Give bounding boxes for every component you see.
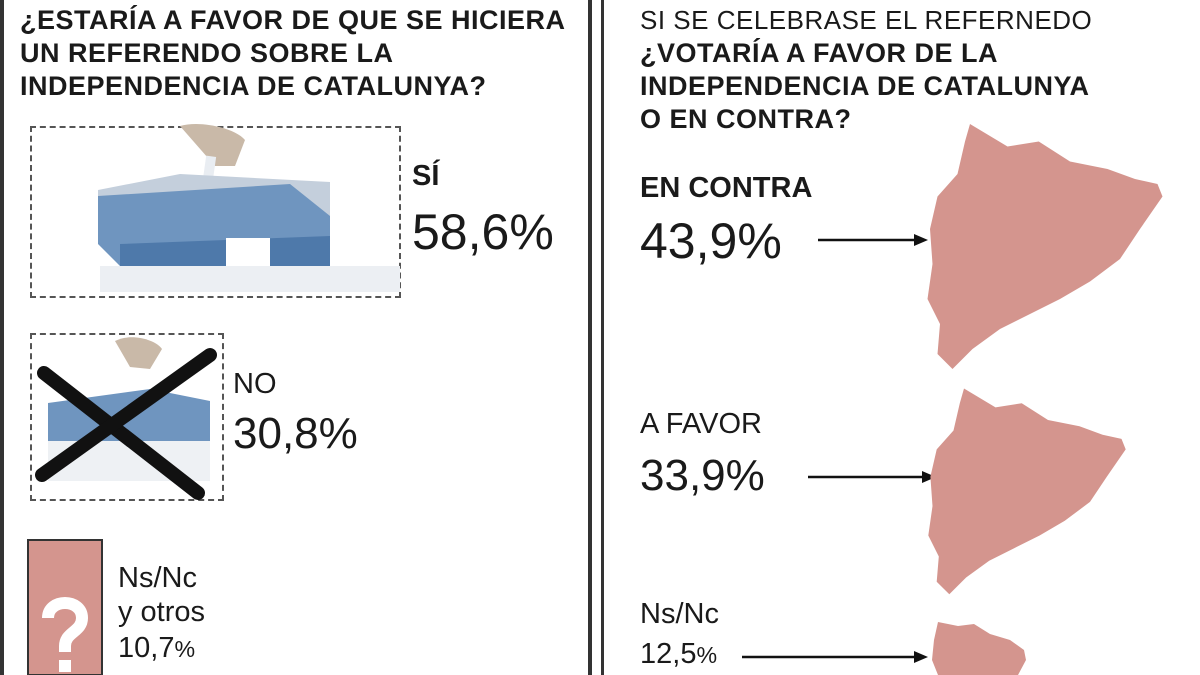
left-question-line-1: ¿ESTARÍA A FAVOR DE QUE SE HICIERA: [20, 5, 566, 35]
right-question-line-2: INDEPENDENCIA DE CATALUNYA: [640, 71, 1090, 101]
crossed-ballot-box-icon: [35, 337, 217, 500]
nsnc-left-value-unit: %: [174, 636, 196, 662]
right-subtitle: SI SE CELEBRASE EL REFERNEDO: [640, 5, 1093, 35]
nsnc-left-label-1: Ns/Nc: [118, 562, 197, 594]
nsnc-right-value-unit: %: [696, 642, 718, 668]
nsnc-right-value: 12,5%: [640, 638, 717, 671]
right-question: ¿VOTARÍA A FAVOR DE LA INDEPENDENCIA DE …: [640, 37, 1090, 136]
a-favor-arrow: [808, 471, 936, 483]
en-contra-label: EN CONTRA: [640, 172, 813, 204]
en-contra-value: 43,9%: [640, 214, 782, 268]
right-question-line-3: O EN CONTRA?: [640, 104, 852, 134]
no-value-number: 30,8: [233, 409, 319, 458]
en-contra-arrow: [818, 234, 928, 246]
nsnc-left-value: 10,7%: [118, 632, 195, 665]
left-edge-rule: [0, 0, 4, 675]
right-question-line-1: ¿VOTARÍA A FAVOR DE LA: [640, 38, 998, 68]
no-value: 30,8%: [233, 410, 358, 458]
left-question-line-3: INDEPENDENCIA DE CATALUNYA?: [20, 71, 487, 101]
a-favor-value-number: 33,9: [640, 451, 726, 500]
catalonia-map-icon: [932, 622, 1026, 675]
a-favor-value: 33,9%: [640, 452, 765, 500]
nsnc-left-label-2: y otros: [118, 596, 206, 628]
center-divider: [588, 0, 592, 675]
no-value-unit: %: [318, 409, 358, 458]
a-favor-label: A FAVOR: [640, 408, 762, 440]
crossed-ballot-box-frame: [30, 333, 224, 501]
si-value: 58,6%: [412, 205, 554, 259]
si-value-number: 58,6: [412, 204, 510, 260]
a-favor-value-unit: %: [725, 451, 765, 500]
question-mark-icon: [27, 539, 103, 675]
si-value-unit: %: [509, 204, 554, 260]
ballot-box-icon: [98, 123, 400, 292]
no-label: NO: [233, 368, 277, 400]
catalonia-map-icon: [928, 388, 1126, 595]
center-divider-inner: [601, 0, 604, 675]
nsnc-right-value-number: 12,5: [640, 638, 697, 670]
si-label: SÍ: [412, 160, 440, 192]
en-contra-value-unit: %: [737, 213, 782, 269]
nsnc-right-label: Ns/Nc: [640, 598, 719, 630]
left-question: ¿ESTARÍA A FAVOR DE QUE SE HICIERA UN RE…: [20, 4, 566, 103]
left-question-line-2: UN REFERENDO SOBRE LA: [20, 38, 394, 68]
catalonia-map-icon: [927, 124, 1163, 369]
nsnc-right-arrow: [742, 651, 928, 663]
nsnc-left-value-number: 10,7: [118, 632, 175, 664]
en-contra-value-number: 43,9: [640, 213, 738, 269]
